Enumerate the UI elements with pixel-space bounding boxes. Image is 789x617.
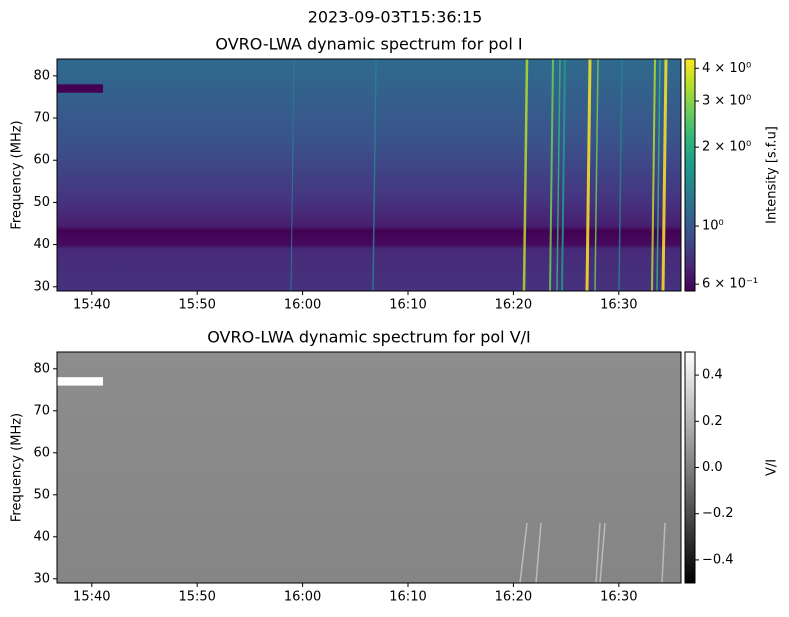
y-tick-label: 30 [33, 279, 50, 294]
colorbar-tick-label: 0.4 [702, 368, 723, 383]
burst-streak [561, 58, 566, 292]
burst-streak [522, 58, 529, 292]
y-tick-label: 40 [33, 529, 50, 544]
y-tick-label: 50 [33, 487, 50, 502]
burst-streak [595, 522, 601, 584]
plot-title: OVRO-LWA dynamic spectrum for pol V/I [207, 328, 531, 347]
burst-streak [290, 58, 295, 292]
colorbar-tick-label: 6 × 10⁻¹ [702, 277, 758, 292]
colorbar-tick-label: −0.4 [702, 552, 734, 567]
colorbar-tick-label: 4 × 10⁰ [702, 61, 751, 76]
burst-streak [535, 522, 542, 584]
burst-streak [585, 58, 592, 292]
plot-title: OVRO-LWA dynamic spectrum for pol I [215, 35, 522, 54]
colorbar-label: V/I [765, 459, 780, 476]
y-axis-label: Frequency (MHz) [10, 413, 25, 522]
burst-streak [618, 58, 623, 292]
x-tick-label: 16:00 [284, 590, 321, 605]
y-tick-label: 80 [33, 361, 50, 376]
x-tick-label: 16:20 [495, 298, 532, 313]
burst-streak [661, 522, 666, 584]
axes-frame [56, 58, 682, 292]
y-tick-label: 60 [33, 445, 50, 460]
colorbar-tick-label: 2 × 10⁰ [702, 140, 751, 155]
burst-streak [594, 58, 599, 292]
colorbar [684, 351, 696, 584]
flag-block [57, 84, 103, 93]
suptitle: 2023-09-03T15:36:15 [308, 8, 483, 27]
x-tick-label: 16:30 [600, 590, 637, 605]
y-tick-label: 80 [33, 68, 50, 83]
y-tick-label: 40 [33, 237, 50, 252]
x-tick-label: 15:40 [73, 590, 110, 605]
x-tick-label: 16:30 [600, 298, 637, 313]
burst-streak [549, 58, 554, 292]
colorbar-tick-label: 10⁰ [702, 219, 724, 234]
x-tick-label: 15:40 [73, 298, 110, 313]
colorbar [684, 58, 696, 292]
x-tick-label: 15:50 [178, 590, 215, 605]
x-tick-label: 16:10 [389, 298, 426, 313]
colorbar-tick-label: 3 × 10⁰ [702, 94, 751, 109]
spectrum-image [57, 59, 681, 291]
axes-frame [56, 351, 682, 584]
y-tick-label: 70 [33, 111, 50, 126]
y-axis-label: Frequency (MHz) [10, 120, 25, 229]
y-tick-label: 70 [33, 403, 50, 418]
y-tick-label: 50 [33, 195, 50, 210]
x-tick-label: 16:10 [389, 590, 426, 605]
flag-block [57, 377, 103, 386]
spectrum-image [57, 352, 681, 583]
burst-streak [556, 58, 561, 292]
burst-streak [661, 58, 668, 292]
colorbar-tick-label: −0.2 [702, 506, 734, 521]
colorbar-tick-label: 0.2 [702, 414, 723, 429]
x-tick-label: 15:50 [178, 298, 215, 313]
x-tick-label: 16:00 [284, 298, 321, 313]
burst-streak [599, 522, 606, 584]
burst-streak [519, 522, 528, 584]
burst-streak [372, 58, 377, 292]
x-tick-label: 16:20 [495, 590, 532, 605]
burst-streak [656, 58, 661, 292]
y-tick-label: 60 [33, 153, 50, 168]
colorbar-label: Intensity [s.f.u] [765, 126, 780, 224]
y-tick-label: 30 [33, 571, 50, 586]
colorbar-tick-label: 0.0 [702, 460, 723, 475]
burst-streak [651, 58, 656, 292]
